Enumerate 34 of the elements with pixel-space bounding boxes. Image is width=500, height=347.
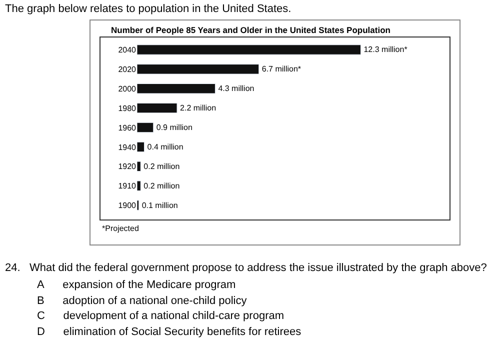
text: C development of a national child-care program [37,310,284,322]
data-label: 0.1 million [142,200,178,210]
data-label: 6.7 million* [262,64,302,74]
chart-title: Number of People 85 Years and Older in the United States Population [111,25,390,35]
data-label: 0.2 million [144,181,180,190]
bar [137,64,260,74]
data-label: 0.2 million [144,162,180,171]
bar [137,142,145,152]
text: The graph below relates to population in the United States. [5,3,292,15]
y-tick-label: 2040 [118,46,137,55]
y-tick-label: 2000 [118,84,137,94]
y-tick-label: 1910 [118,182,137,191]
data-label: 4.3 million [218,84,254,94]
y-tick-label: 1920 [118,162,137,172]
bar [137,84,216,94]
y-tick-label: 1900 [118,201,137,210]
y-tick-label: 1980 [118,104,137,113]
bar [137,161,141,172]
bar [137,122,154,133]
text: 24. What did the federal government propose to address the issue illustrated by the graph above? [5,262,487,274]
y-tick-label: 2020 [118,64,137,74]
data-label: 12.3 million* [364,45,408,54]
bar [137,102,178,114]
text: *Projected [102,224,139,233]
data-label: 2.2 million [180,104,216,113]
text: B adoption of a national one-child policy [37,295,248,307]
data-label: 0.4 million [147,142,184,152]
text: A expansion of the Medicare program [37,279,236,291]
y-tick-label: 1960 [118,123,137,132]
text: D elimination of Social Security benefits for retirees [37,326,302,338]
bar [137,180,141,191]
y-tick-label: 1940 [118,142,137,152]
data-label: 0.9 million [156,123,192,132]
bar [137,44,361,55]
